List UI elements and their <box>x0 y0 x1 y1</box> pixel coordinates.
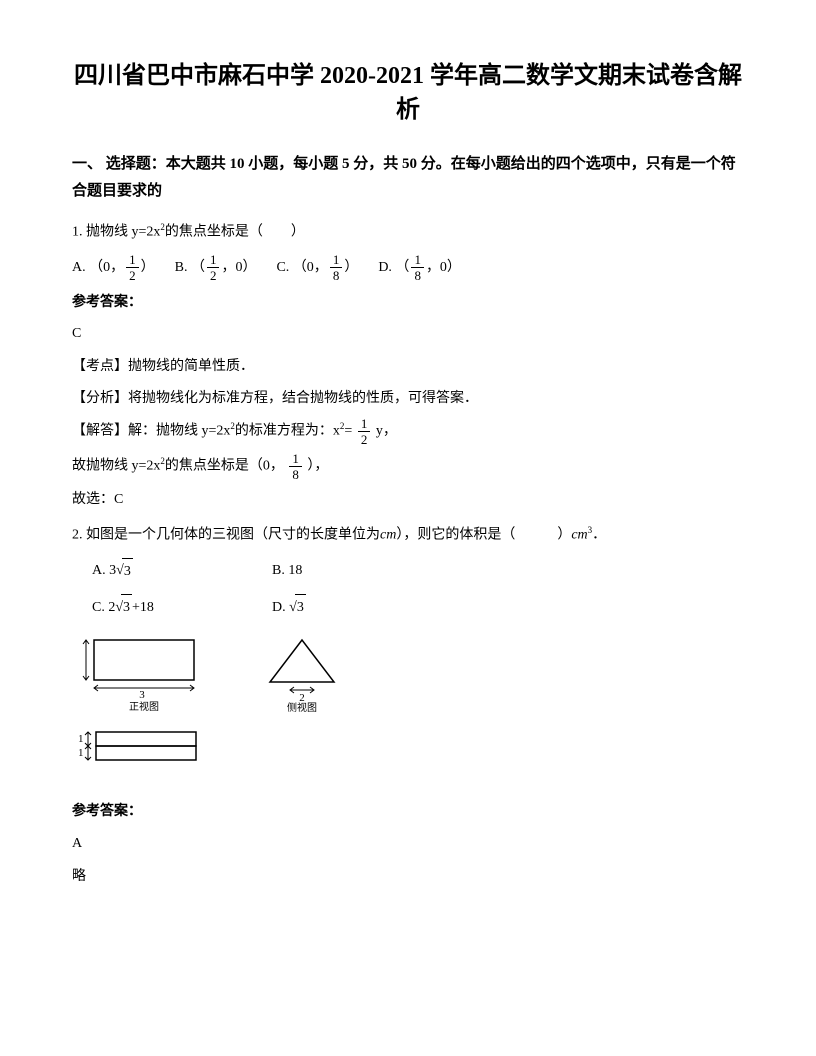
q1-analysis-choice: 故选：C <box>72 487 744 512</box>
q2-answer-label: 参考答案： <box>72 799 744 824</box>
q2-option-a: A. 3√3 <box>92 558 264 584</box>
q2-text: 2. 如图是一个几何体的三视图（尺寸的长度单位为cm），则它的体积是（ ）cm3… <box>72 522 744 548</box>
q1-analysis-solve: 【解答】解：抛物线 y=2x2的标准方程为：x2= 1 2 y， <box>72 417 744 446</box>
q1-answer-label: 参考答案： <box>72 290 744 315</box>
q1-analysis-method: 【分析】将抛物线化为标准方程，结合抛物线的性质，可得答案． <box>72 386 744 411</box>
section-1-heading: 一、 选择题：本大题共 10 小题，每小题 5 分，共 50 分。在每小题给出的… <box>72 151 744 205</box>
side-view-diagram-icon: 2 侧视图 <box>252 632 352 712</box>
dim-3-label: 3 <box>139 689 145 701</box>
dim-1b-label: 1 <box>78 747 84 759</box>
fraction-eighth-icon: 1 8 <box>411 253 424 282</box>
dim-1a-label: 1 <box>78 733 84 745</box>
question-1: 1. 抛物线 y=2x2的焦点坐标是（ ） A. （0， 1 2 ） B. （ … <box>72 219 744 512</box>
q1-options: A. （0， 1 2 ） B. （ 1 2 ，0） C. （0， 1 8 ） D… <box>72 253 744 282</box>
q1-text: 1. 抛物线 y=2x2的焦点坐标是（ ） <box>72 219 744 245</box>
fraction-half-icon: 1 2 <box>358 417 371 446</box>
q2-options: A. 3√3 B. 18 C. 2√3+18 D. √3 <box>92 558 744 620</box>
top-view-diagram-icon: 1 1 <box>72 724 212 774</box>
q2-answer: A <box>72 831 744 856</box>
fraction-eighth-icon: 1 8 <box>289 452 302 481</box>
q1-answer: C <box>72 321 744 346</box>
q2-diagrams-row1: 3 正视图 2 侧视图 <box>72 632 744 712</box>
fraction-half-icon: 1 2 <box>207 253 220 282</box>
front-view-label: 正视图 <box>129 700 159 712</box>
q1-option-c: C. （0， 1 8 ） <box>276 253 358 282</box>
exam-title: 四川省巴中市麻石中学 2020-2021 学年高二数学文期末试卷含解析 <box>72 60 744 127</box>
question-2: 2. 如图是一个几何体的三视图（尺寸的长度单位为cm），则它的体积是（ ）cm3… <box>72 522 744 889</box>
front-view-diagram-icon: 3 正视图 <box>72 632 212 712</box>
q2-diagrams-row2: 1 1 <box>72 724 744 783</box>
q2-option-b: B. 18 <box>272 558 444 584</box>
q1-option-d: D. （ 1 8 ，0） <box>378 253 461 282</box>
q1-analysis-topic: 【考点】抛物线的简单性质． <box>72 354 744 379</box>
q1-option-a: A. （0， 1 2 ） <box>72 253 155 282</box>
q1-text-pre: 1. 抛物线 y=2x <box>72 225 160 240</box>
fraction-half-icon: 1 2 <box>126 253 139 282</box>
q1-analysis-focus: 故抛物线 y=2x2的焦点坐标是（0， 1 8 ）， <box>72 452 744 481</box>
q1-option-b: B. （ 1 2 ，0） <box>175 253 257 282</box>
q2-option-c: C. 2√3+18 <box>92 594 264 620</box>
fraction-eighth-icon: 1 8 <box>330 253 343 282</box>
q2-note: 略 <box>72 864 744 889</box>
q1-text-after: 的焦点坐标是（ ） <box>165 225 305 240</box>
q2-option-d: D. √3 <box>272 594 444 620</box>
side-view-label: 侧视图 <box>287 701 317 712</box>
